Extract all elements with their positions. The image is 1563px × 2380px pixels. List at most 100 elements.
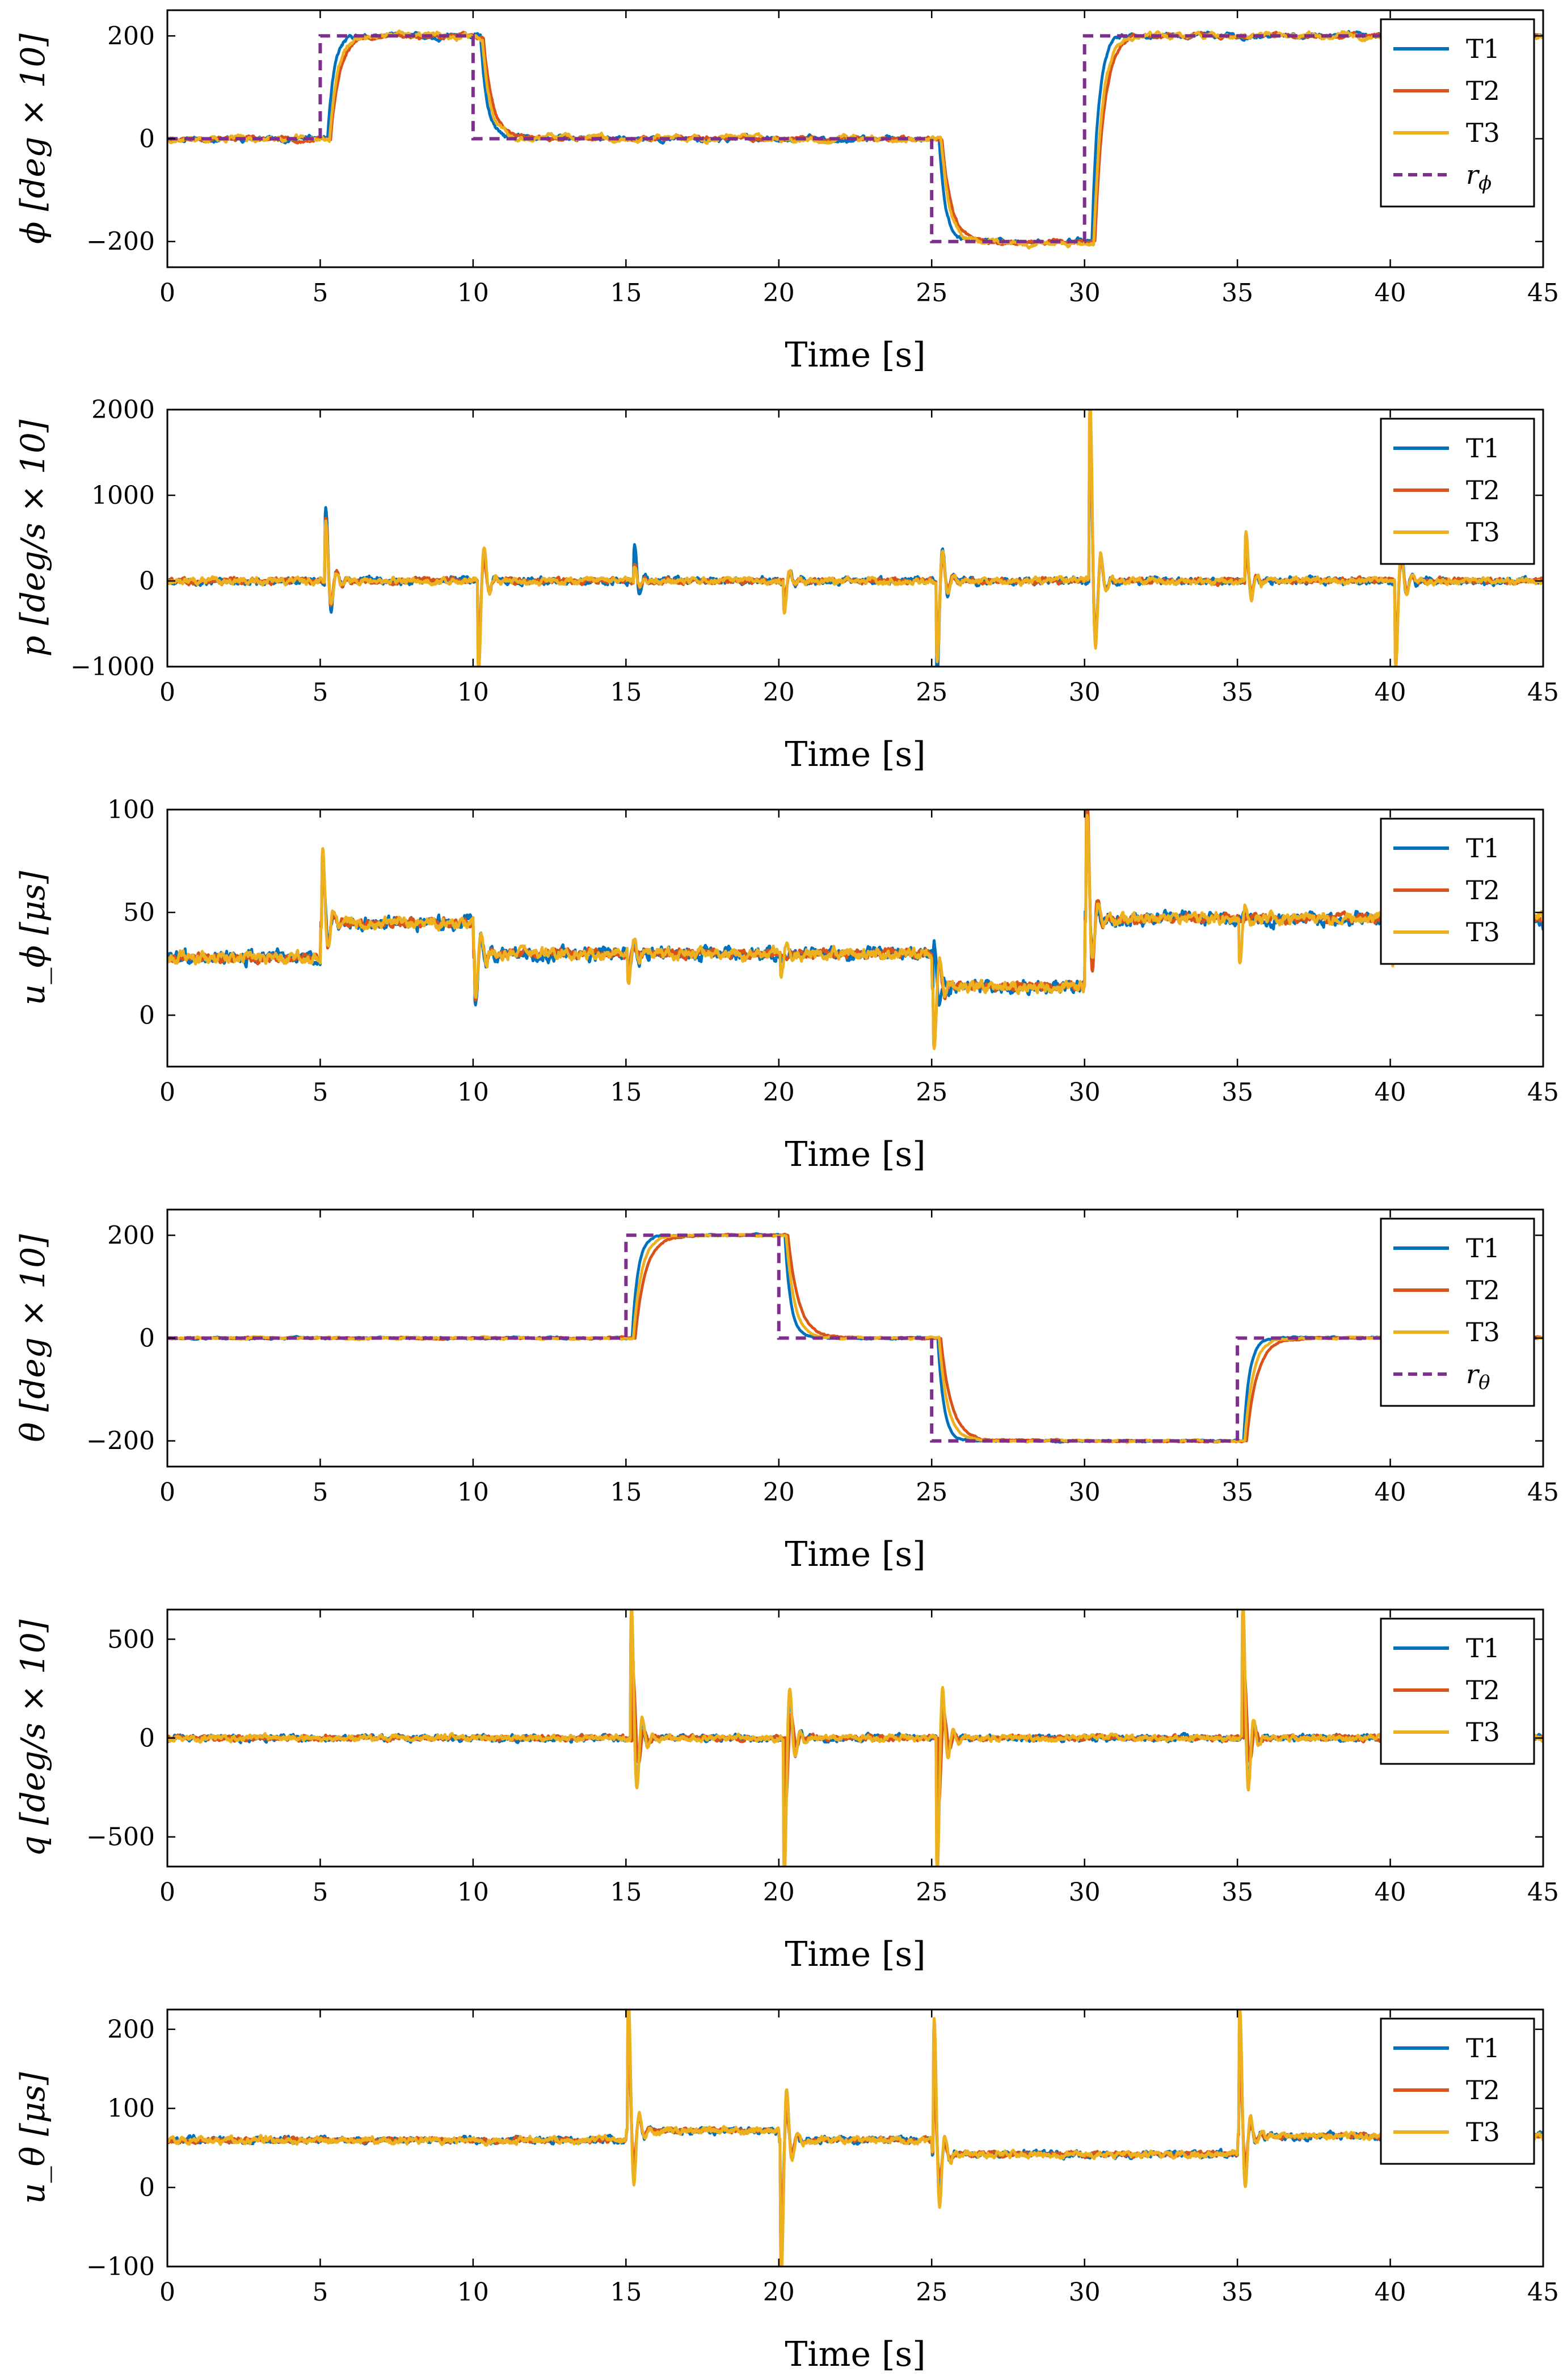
x-tick-label: 40	[1375, 1078, 1406, 1107]
series-group	[167, 410, 1543, 667]
x-tick-label: 5	[312, 678, 328, 707]
y-axis-label: q [deg/s × 10]	[14, 1619, 52, 1856]
y-tick-label: 0	[139, 1724, 155, 1753]
legend-label: T2	[1466, 1675, 1500, 1705]
series-line-T2	[167, 810, 1543, 1042]
legend-label: T3	[1466, 2117, 1500, 2147]
x-tick-label: 15	[610, 1878, 642, 1907]
x-tick-label: 40	[1375, 1878, 1406, 1907]
x-tick-label: 40	[1375, 279, 1406, 307]
x-tick-label: 30	[1069, 678, 1101, 707]
x-tick-label: 35	[1221, 1878, 1253, 1907]
x-tick-label: 40	[1375, 2278, 1406, 2307]
x-tick-label: 35	[1221, 1478, 1253, 1507]
x-tick-label: 5	[312, 1078, 328, 1107]
x-tick-label: 10	[457, 678, 489, 707]
y-axis-label: θ [deg × 10]	[14, 1234, 52, 1442]
x-tick-label: 30	[1069, 1078, 1101, 1107]
y-axis-label: u_ϕ [μs]	[14, 871, 52, 1005]
series-line-T3	[167, 814, 1543, 1050]
y-tick-label: 0	[139, 1001, 155, 1030]
chart-u_phi: 0 5 10 15 20 25 30 35 40 45 0 50 100 Time [s] u_ϕ [μs]…	[14, 795, 1559, 1174]
x-axis-label: Time [s]	[785, 1935, 925, 1974]
x-axis-label: Time [s]	[785, 1135, 925, 1174]
x-tick-label: 35	[1221, 678, 1253, 707]
y-tick-label: 500	[107, 1625, 155, 1654]
x-tick-label: 15	[610, 678, 642, 707]
x-tick-label: 10	[457, 1478, 489, 1507]
legend-label: rϕ	[1466, 159, 1492, 195]
plot-frame	[166, 808, 1544, 1068]
y-tick-label: 0	[139, 567, 155, 596]
x-tick-label: 5	[312, 2278, 328, 2307]
series-line-T2	[167, 415, 1543, 647]
legend-label: T3	[1466, 1717, 1500, 1747]
y-tick-label: 0	[139, 125, 155, 154]
y-tick-label: −500	[86, 1823, 155, 1852]
y-axis-label: p [deg/s × 10]	[14, 419, 52, 656]
x-axis-label: Time [s]	[785, 2335, 925, 2374]
x-tick-label: 25	[916, 1078, 947, 1107]
plot-frame	[166, 408, 1544, 668]
x-tick-label: 35	[1221, 1078, 1253, 1107]
y-tick-label: −100	[86, 2252, 155, 2281]
x-tick-label: 30	[1069, 1478, 1101, 1507]
legend-label: T1	[1466, 1633, 1500, 1663]
legend-label: T1	[1466, 2033, 1500, 2063]
y-tick-label: 0	[139, 2173, 155, 2202]
series-line-T3	[167, 2010, 1543, 2267]
x-tick-label: 0	[159, 1478, 175, 1507]
x-tick-label: 15	[610, 1078, 642, 1107]
series-group	[167, 29, 1543, 250]
reference-line	[167, 34, 1543, 243]
plot-frame	[166, 2008, 1544, 2268]
y-tick-label: 50	[123, 898, 155, 927]
series-line-T3	[167, 410, 1543, 667]
x-tick-label: 40	[1375, 1478, 1406, 1507]
y-tick-label: 1000	[91, 481, 155, 510]
x-tick-label: 45	[1527, 279, 1559, 307]
x-tick-label: 10	[457, 2278, 489, 2307]
series-line-T3	[167, 1610, 1543, 1867]
y-tick-label: −200	[86, 1427, 155, 1456]
x-axis-label: Time [s]	[785, 1535, 925, 1574]
x-tick-label: 25	[916, 279, 947, 307]
x-tick-label: 35	[1221, 279, 1253, 307]
legend-label: T1	[1466, 433, 1500, 464]
y-axis-label: ϕ [deg × 10]	[14, 33, 52, 244]
x-axis-label: Time [s]	[785, 335, 925, 375]
x-tick-label: 45	[1527, 1478, 1559, 1507]
legend-label: T2	[1466, 475, 1500, 506]
x-tick-label: 25	[916, 678, 947, 707]
legend-label: T1	[1466, 833, 1500, 863]
x-tick-label: 30	[1069, 1878, 1101, 1907]
legend-label: T2	[1466, 2075, 1500, 2105]
legend-label: T2	[1466, 1275, 1500, 1305]
legend-label: T3	[1466, 117, 1500, 148]
x-tick-label: 0	[159, 2278, 175, 2307]
legend: T1 T2 T3 rθ	[1380, 1218, 1535, 1407]
y-tick-label: 100	[107, 795, 155, 824]
series-line-T1	[167, 1612, 1543, 1855]
legend-label: T3	[1466, 1317, 1500, 1347]
legend: T1 T2 T3	[1380, 1617, 1535, 1765]
x-tick-label: 25	[916, 1478, 947, 1507]
x-tick-label: 5	[312, 1478, 328, 1507]
legend-label: T2	[1466, 75, 1500, 106]
x-tick-label: 45	[1527, 2278, 1559, 2307]
x-tick-label: 20	[763, 1878, 795, 1907]
x-tick-label: 45	[1527, 1078, 1559, 1107]
y-tick-label: −1000	[70, 652, 155, 681]
x-tick-label: 0	[159, 678, 175, 707]
x-tick-label: 25	[916, 2278, 947, 2307]
x-tick-label: 0	[159, 1878, 175, 1907]
legend: T1 T2 T3	[1380, 818, 1535, 965]
y-tick-label: 200	[107, 1221, 155, 1250]
legend-label: T3	[1466, 517, 1500, 547]
x-tick-label: 10	[457, 1078, 489, 1107]
legend-label: T1	[1466, 1233, 1500, 1263]
